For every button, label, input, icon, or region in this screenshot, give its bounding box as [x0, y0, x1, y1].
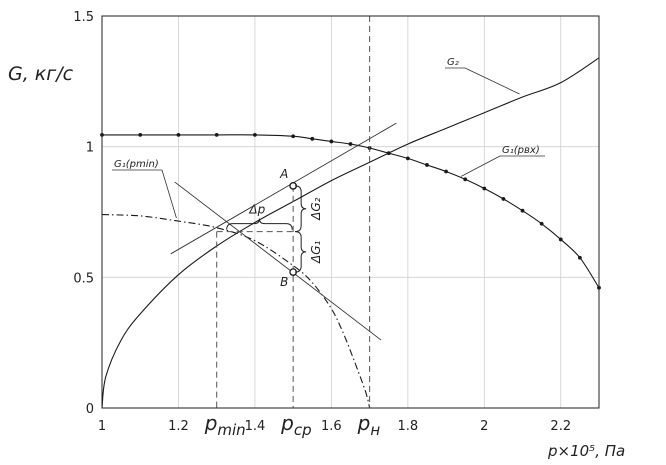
y-tick-label: 0	[86, 402, 94, 417]
data-point	[444, 169, 448, 174]
data-point	[310, 136, 315, 141]
data-point	[253, 133, 257, 137]
series-line-2	[101, 214, 371, 409]
dg2-label: ΔG₂	[309, 197, 323, 221]
brace-dg2	[295, 185, 307, 233]
tangent-line	[170, 122, 397, 255]
p-label-1: pср	[280, 411, 311, 439]
x-tick-label: 1.6	[321, 419, 342, 434]
x-tick-label: 2	[480, 419, 488, 434]
data-point	[539, 221, 544, 226]
point-label-B: B	[280, 275, 288, 289]
dp-label: Δp	[248, 203, 265, 217]
x-tick-label: 1	[98, 419, 106, 434]
p-label-subscript: н	[370, 421, 380, 439]
brace-dp	[226, 218, 293, 230]
data-point	[482, 186, 487, 191]
construction-lines	[170, 16, 397, 408]
p-label-subscript: min	[217, 421, 245, 439]
y-tick-label: 0.5	[73, 271, 94, 286]
p-label-subscript: ср	[294, 421, 312, 439]
ticks: 1 1.2 1.4 1.6 1.8 2 2.2 0 0.5 1 1.5	[73, 10, 571, 434]
point-label-A: A	[279, 167, 288, 181]
series-layer	[100, 57, 601, 409]
g1-callout-label: G₁(pвх)	[502, 145, 540, 156]
data-point	[291, 134, 296, 139]
data-point	[386, 151, 391, 156]
data-point	[405, 156, 410, 161]
data-point	[520, 208, 525, 213]
x-tick-label: 2.2	[550, 419, 571, 434]
g1-leader	[461, 155, 501, 177]
g2-leader	[464, 67, 520, 95]
series-line-0	[101, 57, 600, 409]
g1min-leader	[161, 169, 177, 219]
data-point	[329, 139, 334, 144]
y-tick-label: 1	[86, 141, 94, 156]
series-line-1	[102, 134, 600, 289]
data-point	[214, 133, 219, 137]
y-axis-label: G, кг/с	[8, 63, 74, 85]
p-label-0: pmin	[204, 411, 246, 439]
data-point	[138, 133, 143, 137]
y-tick-label: 1.5	[73, 10, 94, 25]
x-tick-label: 1.8	[398, 419, 419, 434]
p-label-2: pн	[357, 411, 381, 439]
data-point	[577, 255, 582, 260]
data-point	[348, 142, 353, 146]
g2-callout-label: G₂	[447, 57, 459, 68]
brace-dg1	[295, 231, 307, 273]
x-tick-label: 1.4	[245, 419, 266, 434]
data-point	[176, 133, 181, 137]
x-axis-label: p×10⁵, Па	[547, 442, 625, 460]
x-tick-label: 1.2	[168, 419, 189, 434]
tangent-line	[174, 181, 382, 341]
data-point	[501, 197, 506, 201]
g1min-callout-label: G₁(pmin)	[114, 159, 159, 170]
data-point	[463, 177, 468, 182]
plot-frame	[101, 15, 600, 409]
data-point	[425, 163, 429, 167]
data-point	[558, 237, 563, 242]
dg1-label: ΔG₁	[309, 241, 323, 265]
